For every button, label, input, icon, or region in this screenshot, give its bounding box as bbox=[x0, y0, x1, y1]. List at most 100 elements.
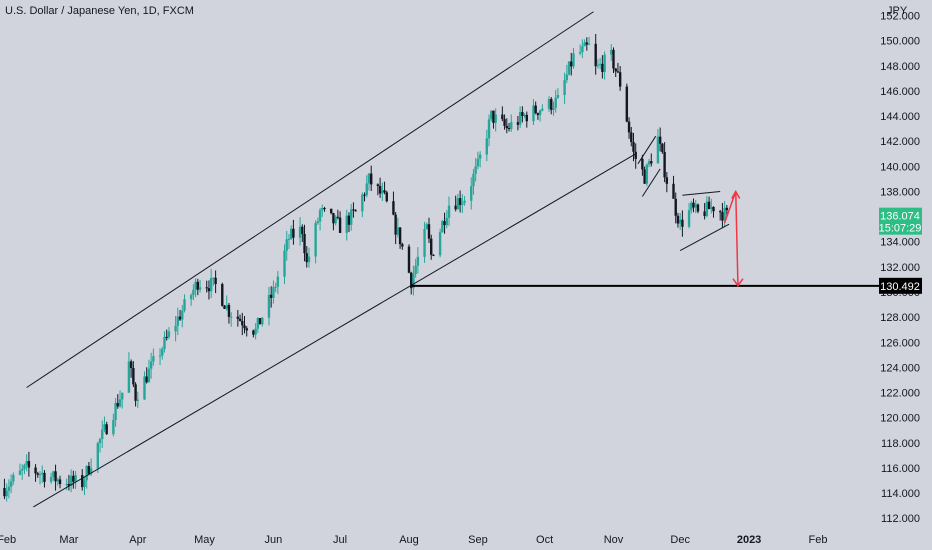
last-price-value: 136.074 bbox=[880, 211, 920, 223]
candle-body bbox=[618, 72, 622, 87]
candle-body bbox=[632, 141, 635, 152]
price-tick: 118.000 bbox=[881, 438, 920, 450]
candles bbox=[3, 33, 729, 502]
candle-body bbox=[718, 211, 722, 213]
price-tick: 126.000 bbox=[880, 337, 920, 349]
time-axis[interactable]: Feb Mar Apr May Jun Jul Aug Sep Oct Nov Dec 2023 Feb bbox=[0, 534, 827, 546]
candle-body bbox=[612, 49, 615, 69]
price-tick: 134.000 bbox=[880, 237, 920, 249]
candle-body bbox=[225, 304, 228, 309]
candle-body bbox=[407, 246, 411, 273]
candle-body bbox=[663, 152, 666, 178]
candle-body bbox=[583, 42, 586, 47]
candle-body bbox=[521, 112, 524, 117]
candle-body bbox=[121, 392, 124, 400]
price-tick: 124.000 bbox=[880, 362, 920, 374]
candle-body bbox=[432, 254, 435, 256]
candle-body bbox=[258, 318, 262, 325]
candle-body bbox=[587, 43, 591, 45]
price-tick: 144.000 bbox=[880, 111, 920, 123]
candle-body bbox=[54, 471, 57, 482]
candle-body bbox=[12, 474, 15, 482]
candle-body bbox=[58, 479, 62, 485]
candle-body bbox=[178, 316, 182, 320]
candle-body bbox=[661, 143, 664, 153]
candle-body bbox=[641, 158, 644, 170]
candle-body bbox=[656, 136, 660, 164]
candle-body bbox=[494, 114, 497, 123]
price-tick: 138.000 bbox=[880, 186, 920, 198]
candle-body bbox=[27, 461, 31, 468]
candle-body bbox=[289, 228, 293, 239]
candle-body bbox=[181, 310, 184, 320]
candle-body bbox=[161, 348, 164, 356]
candle-body bbox=[345, 215, 348, 233]
candle-body bbox=[445, 217, 448, 226]
time-tick: Sep bbox=[468, 534, 488, 546]
candle-body bbox=[269, 294, 273, 298]
candle-body bbox=[272, 287, 275, 298]
candle-body bbox=[603, 54, 606, 72]
candle-body bbox=[352, 209, 355, 211]
time-tick: Feb bbox=[0, 534, 16, 546]
candle-body bbox=[630, 132, 633, 142]
candle-body bbox=[478, 154, 482, 159]
candle-body bbox=[21, 468, 24, 471]
candle-body bbox=[438, 232, 442, 256]
candle-body bbox=[89, 468, 93, 474]
candle-body bbox=[710, 206, 713, 210]
candle-body bbox=[316, 221, 320, 224]
candle-body bbox=[378, 185, 382, 194]
candle-body bbox=[145, 376, 148, 383]
candle-body bbox=[454, 205, 457, 210]
candle-body bbox=[236, 316, 240, 319]
candle-body bbox=[690, 202, 693, 211]
candle-body bbox=[194, 281, 197, 290]
candle-body bbox=[503, 119, 506, 126]
candle-body bbox=[430, 238, 433, 255]
candle-body bbox=[323, 207, 326, 209]
candle-body bbox=[681, 219, 684, 227]
candle-body bbox=[712, 206, 715, 212]
forecast-arrow-tip bbox=[731, 189, 741, 199]
candle-body bbox=[572, 53, 575, 67]
candle-body bbox=[676, 215, 680, 224]
candle-body bbox=[721, 212, 724, 221]
candle-body bbox=[214, 277, 217, 285]
candle-body bbox=[534, 105, 537, 114]
candle-body bbox=[354, 210, 357, 212]
candle-body bbox=[687, 210, 691, 227]
candle-body bbox=[487, 119, 491, 139]
time-tick: Aug bbox=[399, 534, 419, 546]
price-tick: 114.000 bbox=[881, 488, 920, 500]
candle-body bbox=[183, 299, 186, 311]
candle-body bbox=[149, 361, 153, 369]
candle-body bbox=[292, 228, 295, 238]
price-axis[interactable]: JPY 112.000 114.000 116.000 118.000 120.000 12… bbox=[879, 5, 922, 525]
candle-body bbox=[165, 336, 168, 338]
candle-body bbox=[601, 63, 604, 72]
candle-body bbox=[396, 227, 400, 235]
candle-body bbox=[67, 483, 71, 486]
candle-body bbox=[101, 429, 104, 440]
candle-body bbox=[298, 226, 302, 238]
candle-body bbox=[96, 443, 100, 469]
candle-body bbox=[614, 68, 617, 72]
candle-body bbox=[392, 201, 395, 215]
candle-body bbox=[56, 479, 59, 482]
candle-body bbox=[470, 186, 473, 201]
candle-body bbox=[334, 216, 337, 224]
candle-body bbox=[585, 42, 589, 45]
candle-body bbox=[665, 177, 669, 184]
candle-body bbox=[674, 198, 677, 216]
candle-body bbox=[550, 99, 553, 110]
candle-body bbox=[598, 63, 602, 65]
candle-body bbox=[85, 466, 88, 481]
candle-body bbox=[38, 474, 42, 476]
price-tick: 150.000 bbox=[880, 36, 920, 48]
candle-body bbox=[287, 238, 291, 240]
candle-body bbox=[336, 216, 340, 218]
candle-body bbox=[205, 287, 208, 289]
candle-body bbox=[329, 208, 333, 214]
